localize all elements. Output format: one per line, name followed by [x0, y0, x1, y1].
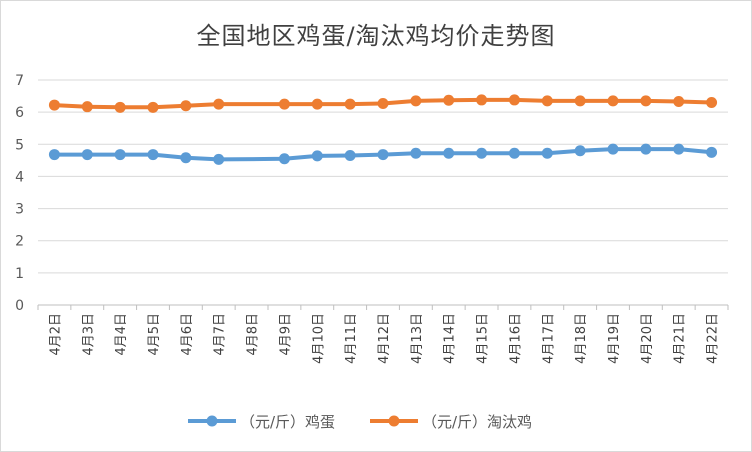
- y-tick-label: 6: [15, 105, 24, 121]
- legend: （元/斤）鸡蛋 （元/斤）淘汰鸡: [188, 413, 532, 431]
- data-point: [180, 100, 192, 112]
- x-axis-ticks: 4月2日 4月3日 4月4日 4月5日 4月6日 4月7日 4月8日 4月9日 4月10日 4月1…: [37, 305, 729, 364]
- data-point: [508, 94, 520, 106]
- data-point: [147, 101, 159, 113]
- data-point: [541, 147, 553, 159]
- x-tick-label: 4月5日: [147, 313, 162, 356]
- x-tick-label: 4月13日: [410, 313, 425, 364]
- data-point: [213, 98, 225, 110]
- data-point: [114, 149, 126, 161]
- data-point: [278, 153, 290, 165]
- data-point: [278, 98, 290, 110]
- y-tick-label: 2: [15, 234, 24, 250]
- legend-label: （元/斤）鸡蛋: [240, 413, 335, 431]
- data-point: [180, 152, 192, 164]
- data-point: [640, 143, 652, 155]
- data-point: [344, 98, 356, 110]
- data-point: [574, 95, 586, 107]
- data-point: [311, 150, 323, 162]
- data-point: [344, 150, 356, 162]
- legend-label: （元/斤）淘汰鸡: [422, 413, 532, 431]
- data-point: [574, 145, 586, 157]
- data-point: [213, 153, 225, 165]
- data-point: [48, 149, 60, 161]
- legend-marker: [388, 415, 400, 427]
- data-point: [311, 98, 323, 110]
- data-point: [706, 97, 718, 108]
- x-tick-label: 4月12日: [377, 313, 392, 364]
- y-axis-ticks: 0 1 2 3 4 5 6 7: [15, 73, 24, 314]
- data-point: [443, 147, 455, 159]
- x-tick-label: 4月20日: [640, 313, 655, 364]
- x-tick-label: 4月15日: [476, 313, 491, 364]
- x-tick-label: 4月6日: [180, 313, 195, 356]
- y-tick-label: 3: [15, 202, 24, 218]
- y-tick-label: 5: [15, 137, 24, 153]
- grid-lines: [38, 79, 728, 306]
- data-point: [48, 99, 60, 111]
- data-point: [410, 147, 422, 159]
- x-tick-label: 4月9日: [278, 313, 293, 356]
- x-tick-label: 4月7日: [213, 313, 228, 356]
- data-point: [673, 143, 685, 155]
- x-tick-label: 4月14日: [443, 313, 458, 364]
- chart-title: 全国地区鸡蛋/淘汰鸡均价走势图: [196, 22, 556, 50]
- y-tick-label: 0: [15, 298, 24, 314]
- x-tick-label: 4月22日: [706, 313, 721, 364]
- x-tick-label: 4月2日: [48, 313, 63, 356]
- x-tick-label: 4月19日: [607, 313, 622, 364]
- data-point: [81, 149, 93, 161]
- series-group: [48, 94, 718, 165]
- x-tick-label: 4月16日: [508, 313, 523, 364]
- data-point: [607, 143, 619, 155]
- x-tick-label: 4月4日: [114, 313, 129, 356]
- x-tick-label: 4月18日: [574, 313, 589, 364]
- y-tick-label: 1: [15, 266, 24, 282]
- legend-marker: [206, 415, 218, 427]
- data-point: [673, 96, 685, 108]
- x-tick-label: 4月3日: [81, 313, 96, 356]
- data-point: [476, 147, 488, 159]
- y-tick-label: 7: [15, 73, 24, 89]
- data-point: [377, 149, 389, 161]
- data-point: [476, 94, 488, 106]
- data-point: [114, 101, 126, 113]
- x-tick-label: 4月10日: [311, 313, 326, 364]
- x-tick-label: 4月8日: [246, 313, 261, 356]
- data-point: [147, 149, 159, 161]
- data-point: [443, 94, 455, 106]
- x-tick-label: 4月21日: [673, 313, 688, 364]
- data-point: [640, 95, 652, 107]
- data-point: [706, 146, 718, 158]
- data-point: [607, 95, 619, 107]
- data-point: [410, 95, 422, 107]
- data-point: [81, 101, 93, 113]
- x-tick-label: 4月11日: [344, 313, 359, 364]
- data-point: [541, 95, 553, 107]
- data-point: [508, 147, 520, 159]
- x-tick-label: 4月17日: [541, 313, 556, 364]
- data-point: [377, 97, 389, 109]
- y-tick-label: 4: [15, 169, 24, 185]
